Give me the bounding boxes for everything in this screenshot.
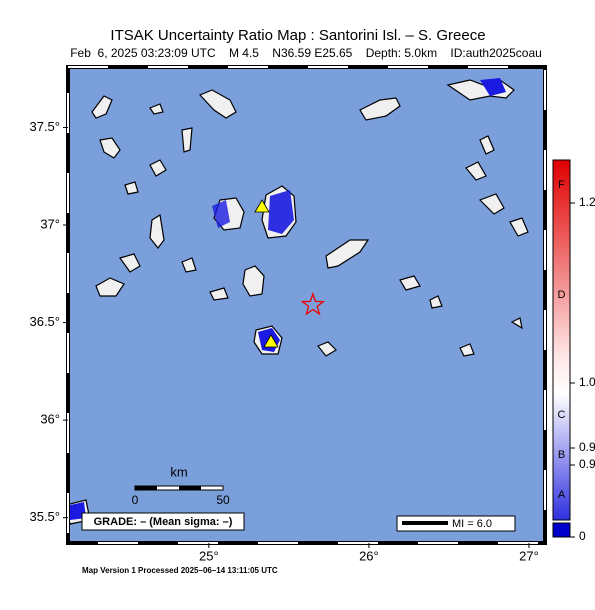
grade-letter: B [558, 449, 565, 461]
colorbar-tick-label: 1.2 [579, 195, 595, 209]
map-frame [66, 65, 547, 545]
scale-unit: km [170, 464, 187, 479]
map-area [68, 67, 545, 543]
grade-box [81, 512, 245, 531]
epicenter [300, 292, 326, 316]
colorbar-tick-label: 0.9 [579, 440, 595, 454]
scale-label: 0 [132, 493, 139, 507]
y-tick-label: 36° [40, 412, 60, 427]
colorbar-tick-label: 1.0 [579, 375, 595, 389]
x-tick-label: 26° [359, 548, 379, 563]
mi-box [396, 515, 516, 532]
colorbar-tick-label: 0.9 [579, 457, 595, 471]
title: ITSAK Uncertainty Ratio Map : Santorini … [110, 27, 485, 44]
station [263, 334, 279, 348]
footer: Map Version 1 Processed 2025–06–14 13:11… [82, 566, 278, 575]
grade-letter: F [558, 179, 565, 191]
grade-letter: D [558, 289, 566, 301]
grade-letter: C [558, 409, 566, 421]
mi-text: MI = 6.0 [452, 518, 492, 530]
colorbar-low [552, 522, 571, 538]
scale-bar [134, 485, 224, 491]
y-tick-label: 37° [40, 216, 60, 231]
grade-text: GRADE: – (Mean sigma: –) [94, 516, 233, 528]
colorbar-tick-label: 0 [579, 529, 586, 543]
y-tick-label: 36.5° [29, 314, 60, 329]
subtitle: Feb 6, 2025 03:23:09 UTC M 4.5 N36.59 E2… [70, 46, 542, 60]
x-tick-label: 27° [519, 548, 539, 563]
y-tick-label: 37.5° [29, 119, 60, 134]
grade-letter: A [558, 489, 566, 501]
scale-label: 50 [216, 493, 230, 507]
station [254, 199, 270, 213]
colorbar [552, 159, 571, 521]
x-tick-label: 25° [199, 548, 219, 563]
y-tick-label: 35.5° [29, 509, 60, 524]
